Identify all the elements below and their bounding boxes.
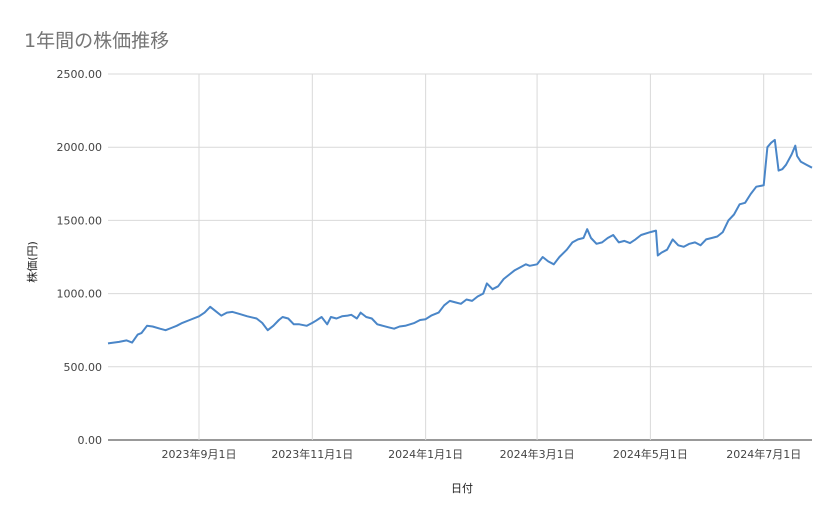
y-tick-label: 2000.00	[57, 141, 103, 154]
y-tick-label: 2500.00	[57, 68, 103, 81]
x-tick-label: 2024年1月1日	[388, 447, 463, 461]
x-tick-label: 2024年3月1日	[500, 447, 575, 461]
gridlines	[108, 73, 812, 441]
x-axis-title: 日付	[451, 482, 473, 495]
y-tick-label: 500.00	[64, 361, 103, 374]
x-axis-ticks: 2023年9月1日 2023年11月1日 2024年1月1日 2024年3月1日 202…	[162, 447, 802, 461]
y-tick-label: 1500.00	[57, 214, 103, 227]
x-tick-label: 2024年7月1日	[726, 447, 801, 461]
x-tick-label: 2023年11月1日	[271, 447, 353, 461]
series-line	[107, 138, 813, 345]
x-tick-label: 2024年5月1日	[613, 447, 688, 461]
y-tick-label: 1000.00	[57, 288, 103, 301]
x-tick-label: 2023年9月1日	[162, 447, 237, 461]
y-axis-title: 株価(円)	[25, 241, 39, 283]
chart-title: 1年間の株価推移	[24, 30, 170, 52]
series-group	[107, 138, 813, 345]
y-axis-ticks: 2500.00 2000.00 1500.00 1000.00 500.00 0.00	[57, 68, 103, 447]
y-tick-label: 0.00	[78, 434, 103, 447]
